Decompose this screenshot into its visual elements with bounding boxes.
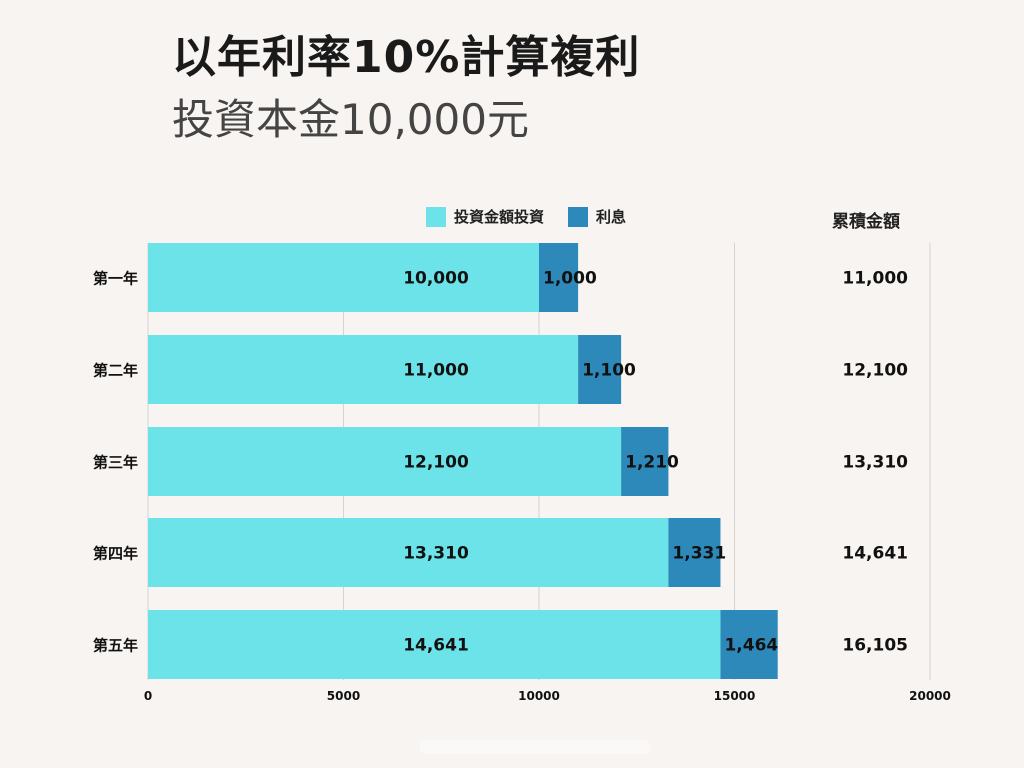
legend: 投資金額投資 利息 — [426, 206, 650, 227]
total-label-0: 11,000 — [842, 269, 908, 289]
bar-principal-4 — [148, 610, 721, 679]
legend-label-interest: 利息 — [596, 208, 627, 226]
x-tick-label-1: 5000 — [327, 689, 360, 703]
total-column-header: 累積金額 — [832, 212, 900, 232]
bar-interest-0 — [539, 243, 579, 312]
data-label-interest-4: 1,464 — [724, 636, 778, 656]
category-label-2: 第三年 — [93, 454, 138, 472]
bar-principal-2 — [148, 427, 622, 496]
category-label-3: 第四年 — [93, 545, 138, 563]
data-label-interest-3: 1,331 — [672, 544, 726, 564]
data-label-interest-0: 1,000 — [543, 269, 597, 289]
category-label-1: 第二年 — [93, 362, 138, 380]
bar-interest-4 — [720, 610, 778, 679]
total-label-2: 13,310 — [842, 453, 908, 473]
legend-swatch-principal — [426, 206, 446, 227]
data-label-principal-2: 12,100 — [403, 453, 469, 473]
data-label-principal-3: 13,310 — [403, 544, 469, 564]
x-tick-label-3: 15000 — [714, 689, 756, 703]
category-label-4: 第五年 — [93, 637, 138, 655]
total-label-3: 14,641 — [842, 544, 908, 564]
legend-label-principal: 投資金額投資 — [454, 208, 545, 226]
bar-interest-2 — [621, 427, 669, 496]
footer-watermark — [420, 740, 650, 754]
data-label-principal-0: 10,000 — [403, 269, 469, 289]
category-label-0: 第一年 — [93, 270, 138, 288]
data-label-interest-2: 1,210 — [625, 453, 679, 473]
total-label-1: 12,100 — [842, 361, 908, 381]
bar-principal-0 — [148, 243, 539, 312]
data-label-principal-4: 14,641 — [403, 636, 469, 656]
bar-principal-1 — [148, 335, 579, 404]
data-label-principal-1: 11,000 — [403, 361, 469, 381]
bar-principal-3 — [148, 518, 669, 587]
legend-item-principal: 投資金額投資 — [426, 206, 544, 227]
x-tick-label-4: 20000 — [909, 689, 951, 703]
chart-title: 以年利率10%計算複利 — [172, 32, 641, 83]
total-label-4: 16,105 — [842, 636, 908, 656]
bar-interest-1 — [578, 335, 622, 404]
bar-interest-3 — [668, 518, 721, 587]
data-label-interest-1: 1,100 — [582, 361, 636, 381]
chart-subtitle: 投資本金10,000元 — [172, 95, 529, 144]
legend-item-interest: 利息 — [568, 206, 626, 227]
legend-swatch-interest — [568, 206, 589, 227]
x-tick-label-0: 0 — [144, 689, 152, 703]
x-tick-label-2: 10000 — [518, 689, 560, 703]
